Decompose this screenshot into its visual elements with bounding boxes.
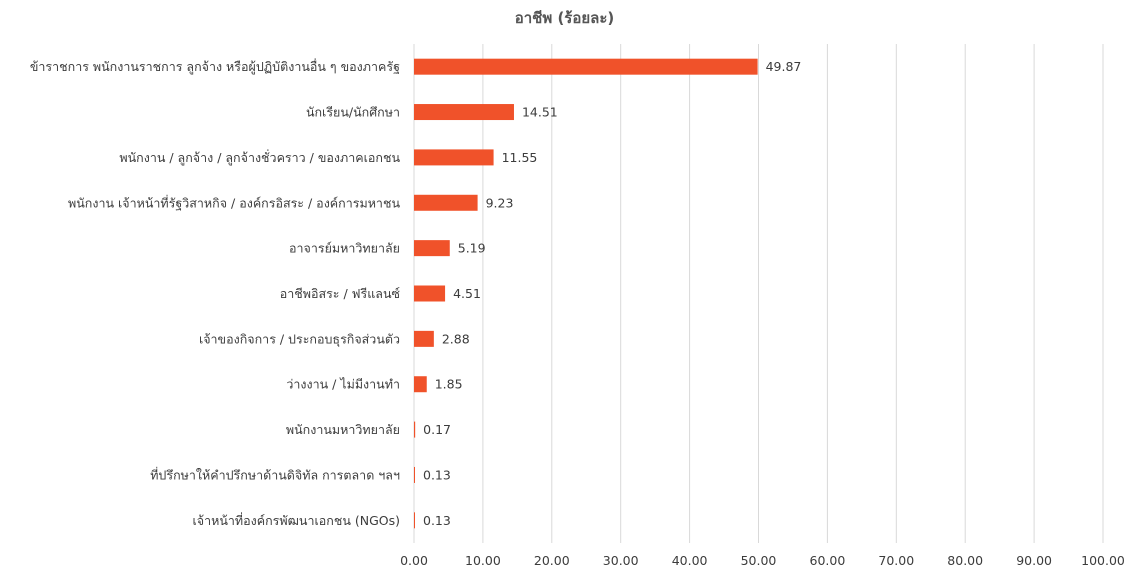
data-label: 49.87 [766,59,802,74]
x-tick-label: 90.00 [1016,553,1052,568]
bars [414,58,758,529]
category-label: ที่ปรึกษาให้คำปรึกษาด้านดิจิทัล การตลาด … [150,466,400,482]
category-labels: ข้าราชการ พนักงานราชการ ลูกจ้าง หรือผู้ป… [30,58,401,528]
data-label: 1.85 [435,377,463,392]
x-tick-label: 70.00 [878,553,914,568]
data-label: 0.17 [423,422,451,437]
category-label: เจ้าหน้าที่องค์กรพัฒนาเอกชน (NGOs) [192,512,400,528]
data-label: 2.88 [442,331,470,346]
category-label: ข้าราชการ พนักงานราชการ ลูกจ้าง หรือผู้ป… [30,58,400,75]
data-label: 4.51 [453,286,481,301]
category-label: พนักงานมหาวิทยาลัย [286,422,400,437]
bar [414,194,478,211]
x-tick-label: 20.00 [534,553,570,568]
category-label: เจ้าของกิจการ / ประกอบธุรกิจส่วนตัว [199,331,400,347]
x-tick-label: 30.00 [603,553,639,568]
x-tick-label: 0.00 [400,553,428,568]
category-label: นักเรียน/นักศึกษา [306,105,400,120]
bar [414,376,427,393]
x-tick-label: 10.00 [465,553,501,568]
bar [414,149,494,166]
bar [414,58,758,75]
bar [414,421,416,438]
x-tick-label: 60.00 [810,553,846,568]
x-tick-labels: 0.00 10.00 20.00 30.00 40.00 50.00 60.00 70.00 8… [400,553,1125,568]
data-label: 11.55 [502,150,538,165]
category-label: อาชีพอิสระ / ฟรีแลนซ์ [280,286,400,301]
data-label: 14.51 [522,105,558,120]
bar [414,330,434,347]
x-tick-label: 100.00 [1081,553,1125,568]
x-tick-label: 50.00 [741,553,777,568]
category-label: พนักงาน / ลูกจ้าง / ลูกจ้างชั่วคราว / ขอ… [119,149,400,166]
data-label: 0.13 [423,467,451,482]
category-label: ว่างงาน / ไม่มีงานทำ [286,377,400,392]
data-label: 5.19 [458,241,486,256]
bar [414,512,415,529]
data-label: 9.23 [486,195,514,210]
value-labels: 49.87 14.51 11.55 9.23 5.19 4.51 2.88 1.85 0.17 0… [423,59,801,528]
category-label: อาจารย์มหาวิทยาลัย [289,241,400,256]
bar [414,285,446,302]
data-label: 0.13 [423,513,451,528]
chart-title: อาชีพ (ร้อยละ) [514,9,615,27]
x-tick-label: 40.00 [672,553,708,568]
bar [414,104,514,121]
bar [414,466,415,483]
category-label: พนักงาน เจ้าหน้าที่รัฐวิสาหกิจ / องค์กรอ… [68,194,400,210]
gridlines [413,44,1104,543]
bar [414,240,450,257]
x-tick-label: 80.00 [947,553,983,568]
